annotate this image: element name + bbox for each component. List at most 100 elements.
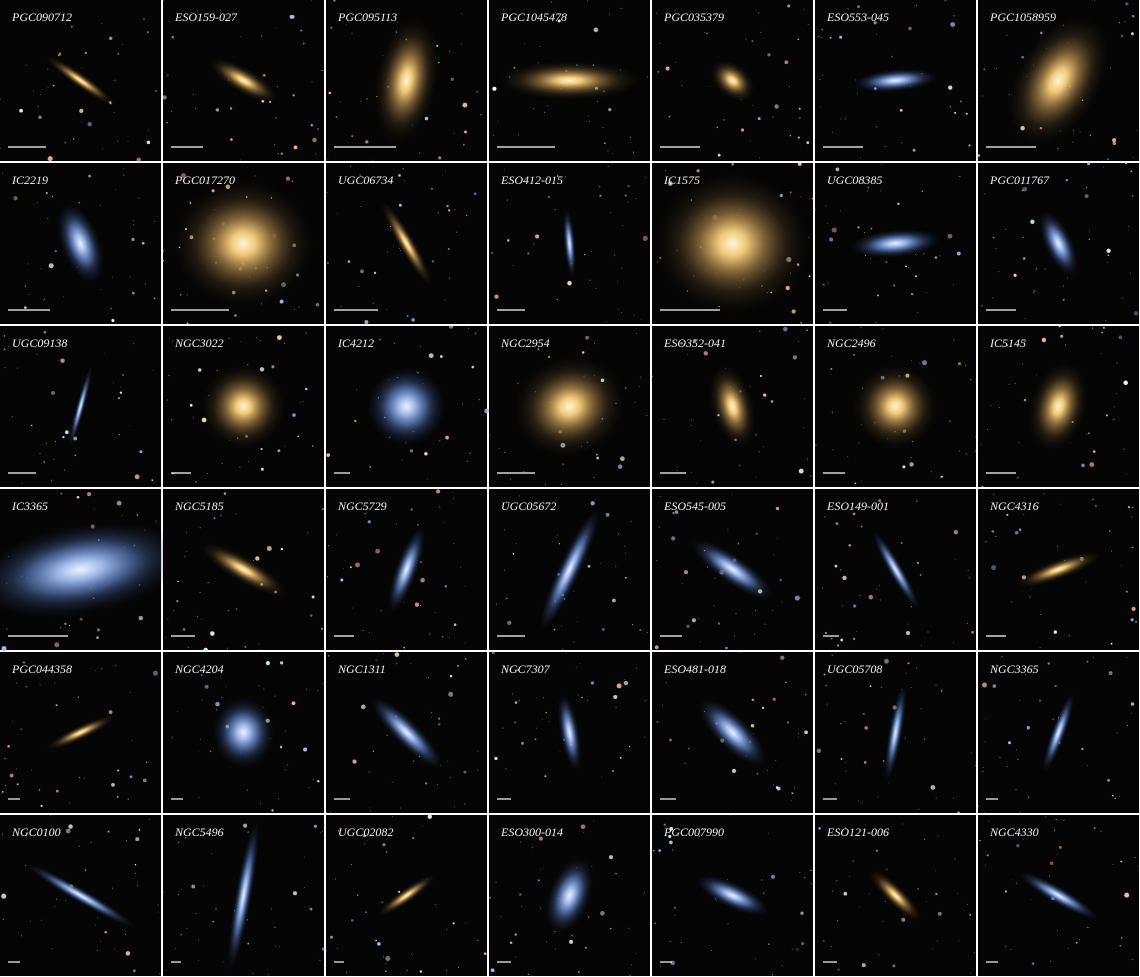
- star: [545, 711, 547, 714]
- star: [436, 489, 441, 494]
- star: [953, 284, 955, 286]
- star: [137, 884, 138, 886]
- star: [540, 869, 542, 871]
- star: [1018, 442, 1020, 444]
- star: [404, 180, 405, 182]
- star: [108, 36, 113, 41]
- star: [197, 939, 199, 940]
- star: [751, 724, 754, 728]
- star: [14, 181, 16, 183]
- star: [780, 655, 785, 660]
- star: [309, 614, 313, 617]
- star: [88, 174, 92, 178]
- star: [464, 130, 467, 134]
- star: [453, 623, 457, 626]
- star: [844, 720, 846, 722]
- star: [427, 814, 432, 819]
- star: [1084, 194, 1089, 199]
- galaxy: [388, 213, 425, 274]
- star: [272, 921, 274, 923]
- star: [21, 935, 23, 937]
- star: [717, 153, 721, 157]
- star: [176, 600, 179, 603]
- star: [967, 569, 969, 571]
- star: [360, 206, 362, 208]
- star: [517, 669, 519, 671]
- star: [132, 220, 134, 221]
- star: [683, 570, 689, 575]
- star: [857, 93, 859, 95]
- star: [1040, 31, 1043, 35]
- star: [1119, 795, 1120, 797]
- star: [40, 919, 42, 921]
- star: [152, 369, 154, 371]
- star: [346, 971, 348, 973]
- star: [561, 463, 564, 466]
- star: [1040, 614, 1042, 615]
- star: [179, 293, 182, 296]
- star: [583, 832, 585, 833]
- star: [795, 948, 797, 950]
- star: [360, 100, 362, 103]
- star: [670, 960, 675, 966]
- galaxy: [564, 218, 575, 269]
- star: [25, 686, 27, 688]
- star: [674, 510, 679, 514]
- star: [220, 12, 222, 14]
- star: [759, 157, 760, 159]
- star: [569, 939, 574, 944]
- star: [1131, 712, 1133, 714]
- star: [354, 419, 357, 423]
- star: [876, 588, 878, 590]
- star: [320, 627, 323, 630]
- star: [394, 342, 395, 344]
- star: [300, 29, 303, 32]
- star: [781, 601, 783, 603]
- star: [577, 694, 579, 696]
- star: [1109, 530, 1111, 532]
- star: [659, 42, 661, 44]
- star: [317, 780, 320, 783]
- star: [1100, 831, 1102, 832]
- star: [915, 5, 917, 7]
- star: [47, 156, 53, 162]
- star: [480, 113, 482, 116]
- star: [497, 120, 499, 122]
- galaxy: [716, 377, 749, 436]
- star: [820, 106, 821, 108]
- star: [113, 112, 115, 113]
- star: [239, 466, 241, 468]
- star: [1015, 789, 1017, 790]
- galaxy-label: UGC08385: [827, 173, 882, 187]
- star: [634, 401, 636, 403]
- star: [797, 950, 799, 952]
- star: [998, 406, 1000, 408]
- star: [867, 187, 869, 189]
- galaxy: [383, 36, 430, 125]
- star: [1005, 945, 1007, 947]
- star: [1014, 530, 1019, 535]
- star: [1131, 516, 1132, 517]
- star: [69, 802, 71, 804]
- star: [204, 684, 209, 689]
- star: [115, 189, 117, 191]
- star: [1102, 166, 1104, 168]
- galaxy-label: ESO300-014: [500, 825, 563, 839]
- star: [781, 965, 783, 966]
- star: [437, 723, 441, 726]
- star: [309, 907, 311, 909]
- star: [2, 918, 5, 920]
- star: [731, 494, 733, 496]
- star: [1015, 883, 1017, 885]
- star: [368, 771, 370, 773]
- star: [853, 604, 857, 608]
- star: [611, 769, 615, 773]
- star: [656, 260, 658, 262]
- star: [639, 376, 641, 378]
- star: [238, 316, 240, 318]
- star: [51, 390, 55, 395]
- star: [1, 833, 4, 835]
- star: [686, 624, 690, 629]
- star: [55, 789, 59, 793]
- star: [1014, 382, 1016, 384]
